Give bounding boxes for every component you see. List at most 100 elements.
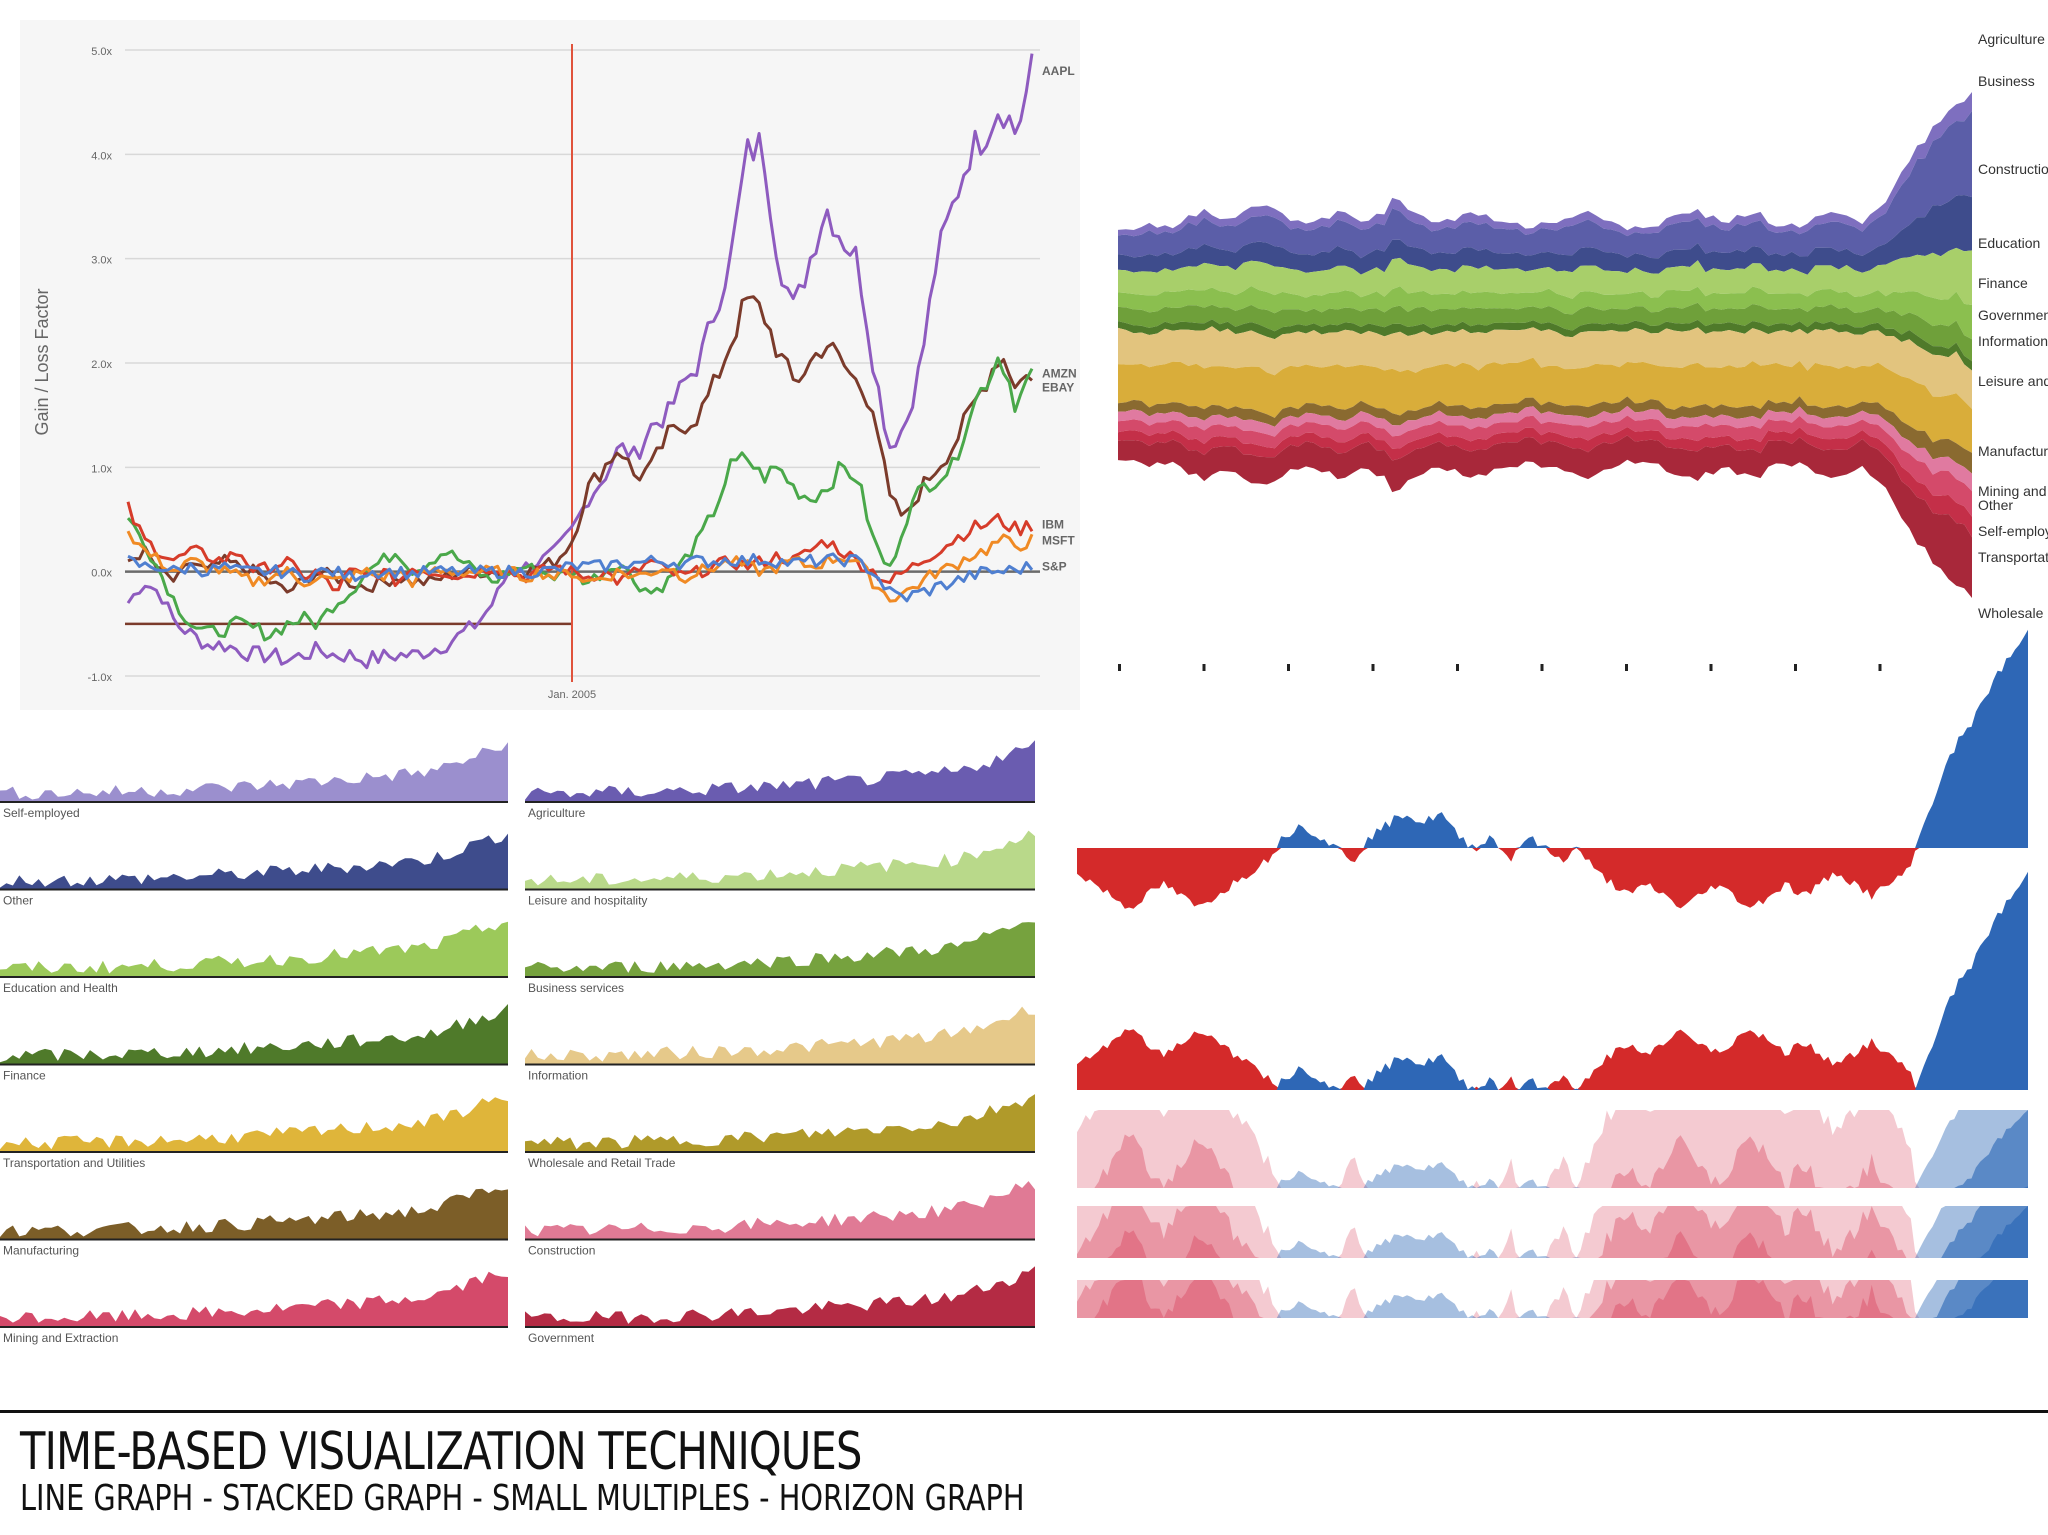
horizon-positive-band	[1077, 871, 2028, 1090]
legend-label: Leisure and	[1978, 373, 2048, 389]
horizon-negative-band	[1077, 1029, 2028, 1090]
legend-label: Education	[1978, 235, 2040, 251]
multiple-label: Government	[528, 1331, 595, 1345]
multiple-area	[525, 1094, 1035, 1152]
x-tick-mark	[1794, 664, 1797, 671]
stream-layer	[1118, 319, 1972, 371]
page-subtitle: LINE GRAPH - STACKED GRAPH - SMALL MULTI…	[20, 1478, 1025, 1519]
y-tick-label: -1.0x	[88, 672, 113, 684]
legend-label: Government	[1978, 307, 2048, 323]
horizon-positive-layer	[1077, 1206, 2028, 1258]
series-label: S&P	[1042, 559, 1067, 573]
small-multiples: Self-employed Agriculture Other Leisure and…	[0, 740, 1035, 1345]
legend-label: Construction	[1978, 161, 2048, 177]
x-tick-mark	[1540, 664, 1544, 671]
stacked-graph: Agriculture Business Construction Education…	[1118, 31, 2048, 671]
multiple-label: Other	[3, 894, 33, 908]
y-tick-label: 1.0x	[91, 463, 112, 475]
line-series	[127, 295, 1033, 594]
stream-layer	[1118, 326, 1972, 409]
series-label: EBAY	[1042, 380, 1074, 394]
multiple-area	[0, 1004, 508, 1065]
x-tick-label: Jan. 2005	[548, 689, 596, 701]
multiple-label: Agriculture	[528, 806, 586, 820]
stream-layer	[1118, 396, 1972, 474]
stream-layer	[1118, 195, 1972, 275]
horizon-graph	[1077, 629, 2028, 1318]
line-graph: 5.0x 4.0x 3.0x 2.0x 1.0x 0.0x -1.0x Jan. 2005 Ga…	[20, 20, 1080, 710]
stream-layer	[1118, 406, 1972, 492]
y-tick-label: 0.0x	[91, 568, 112, 580]
multiple-area	[525, 1266, 1035, 1327]
horizon-positive-layer	[1077, 1110, 2028, 1188]
stream-layer	[1118, 247, 1972, 305]
multiple-label: Finance	[3, 1069, 46, 1083]
horizon-negative-layer	[1077, 1110, 2028, 1188]
legend-label: Wholesale	[1978, 605, 2044, 621]
y-tick-label: 3.0x	[91, 255, 112, 267]
legend-label: Transportation	[1978, 549, 2048, 565]
legend-label: Information	[1978, 333, 2048, 349]
horizon-positive-layer	[1077, 1280, 2028, 1318]
x-tick-mark	[1878, 664, 1882, 671]
horizon-negative-layer	[1077, 1134, 2028, 1188]
legend-label: Manufacturing	[1978, 443, 2048, 459]
legend-label: Business	[1978, 73, 2035, 89]
multiple-area	[0, 833, 508, 890]
stream-layer	[1118, 302, 1972, 362]
multiple-area	[525, 1006, 1035, 1065]
multiple-area	[0, 1271, 508, 1327]
page-title: TIME-BASED VISUALIZATION TECHNIQUES	[20, 1422, 862, 1482]
series-label: AAPL	[1042, 64, 1075, 78]
legend-label: Finance	[1978, 275, 2028, 291]
multiple-area	[525, 740, 1035, 802]
multiple-area	[525, 922, 1035, 977]
multiple-area	[0, 1188, 508, 1240]
horizon-negative-layer	[1077, 1206, 2028, 1258]
horizon-negative-layer	[1077, 1280, 2028, 1318]
x-tick-mark	[1625, 664, 1628, 671]
y-axis-label: Gain / Loss Factor	[32, 288, 52, 435]
horizon-positive-band	[1077, 629, 2028, 848]
multiple-label: Wholesale and Retail Trade	[528, 1156, 676, 1170]
horizon-negative-band	[1077, 848, 2028, 909]
multiple-label: Construction	[528, 1244, 595, 1258]
x-tick-mark	[1287, 664, 1290, 671]
line-series	[127, 552, 1034, 603]
stream-layer	[1118, 357, 1972, 453]
multiple-label: Business services	[528, 981, 624, 995]
footer-divider	[0, 1410, 2048, 1413]
legend-label: Self-employed	[1978, 523, 2048, 539]
multiple-area	[525, 830, 1035, 890]
series-label: AMZN	[1042, 366, 1077, 380]
horizon-negative-layer	[1077, 1280, 2028, 1318]
x-tick-mark	[1202, 664, 1206, 671]
legend-label: Mining and	[1978, 483, 2047, 499]
multiple-area	[525, 1181, 1035, 1240]
series-label: MSFT	[1042, 533, 1075, 547]
multiple-label: Manufacturing	[3, 1244, 79, 1258]
multiple-label: Self-employed	[3, 806, 80, 820]
multiple-area	[0, 1097, 508, 1152]
stream-layer	[1118, 415, 1972, 517]
multiple-label: Transportation and Utilities	[3, 1156, 145, 1170]
line-series	[126, 53, 1034, 670]
stream-layer	[1118, 286, 1972, 340]
x-tick-mark	[1709, 664, 1713, 671]
multiple-label: Information	[528, 1069, 588, 1083]
y-tick-label: 4.0x	[91, 150, 112, 162]
x-tick-mark	[1456, 664, 1459, 671]
x-tick-mark	[1371, 664, 1375, 671]
stream-layer	[1118, 435, 1972, 598]
series-label: IBM	[1042, 518, 1064, 532]
legend-label: Agriculture	[1978, 31, 2045, 47]
multiple-label: Education and Health	[3, 981, 118, 995]
multiple-label: Mining and Extraction	[3, 1331, 118, 1345]
x-tick-mark	[1118, 664, 1121, 671]
multiple-area	[0, 742, 508, 802]
line-graph-background	[20, 20, 1080, 710]
legend-label: Other	[1978, 497, 2013, 513]
stream-layer	[1118, 92, 1972, 237]
stream-layer	[1118, 111, 1972, 259]
